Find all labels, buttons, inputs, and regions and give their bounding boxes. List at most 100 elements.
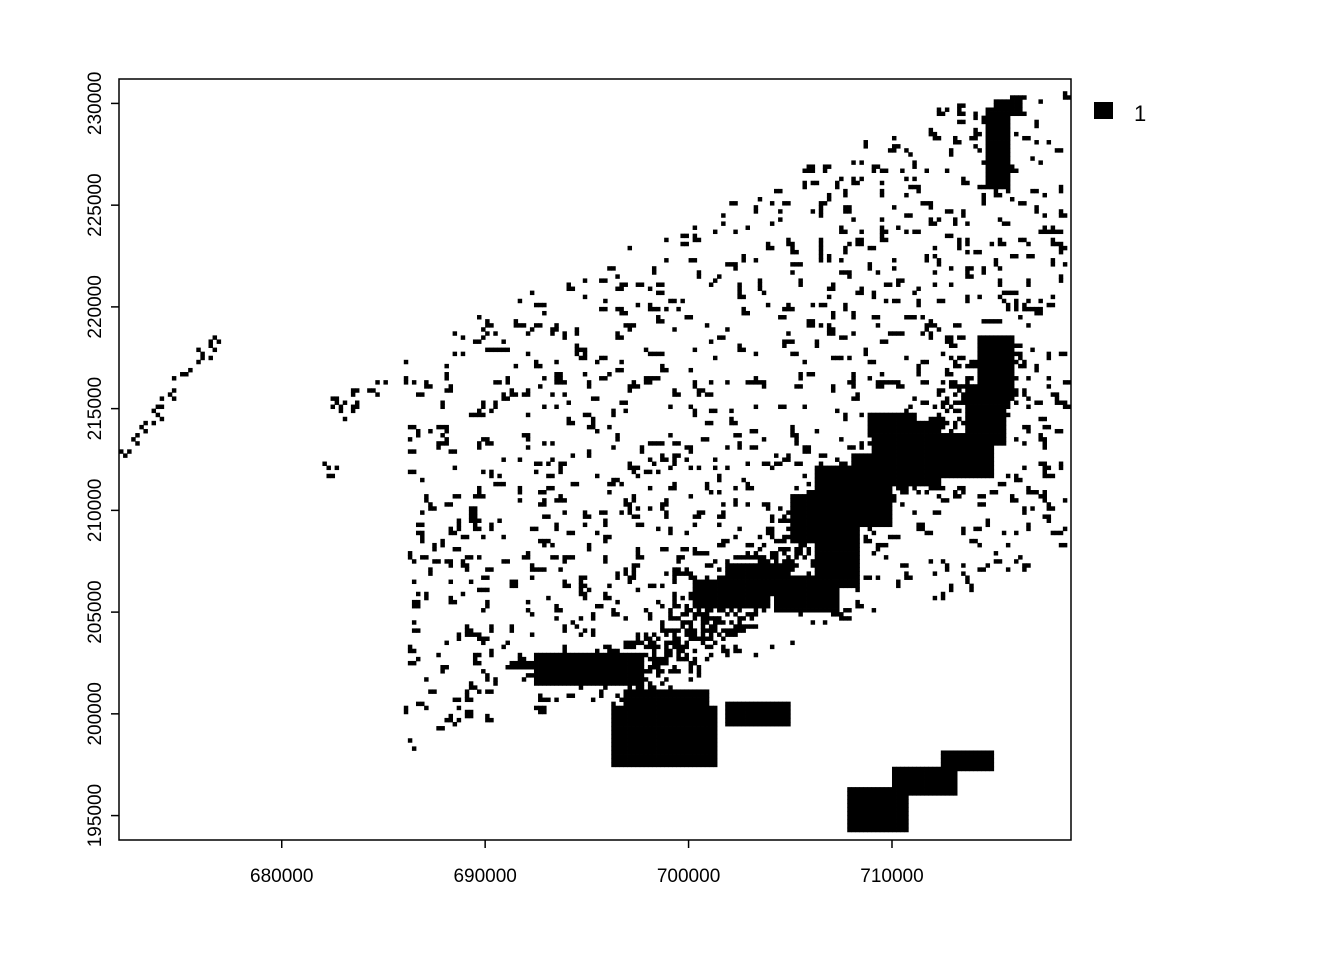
raster-cell <box>981 380 986 385</box>
raster-cell <box>814 563 820 568</box>
raster-cell <box>940 762 946 768</box>
raster-cell <box>725 612 730 617</box>
raster-cell <box>961 400 966 405</box>
raster-cell <box>774 559 779 564</box>
raster-cell <box>684 241 689 247</box>
raster-cell <box>635 681 641 686</box>
raster-cell <box>985 408 991 414</box>
raster-cell <box>851 310 856 316</box>
raster-cell <box>1014 131 1019 137</box>
raster-cell <box>424 498 429 503</box>
raster-cell <box>627 738 633 743</box>
raster-cell <box>985 758 991 764</box>
raster-cell <box>936 217 942 222</box>
raster-cell <box>839 514 844 519</box>
raster-cell <box>993 400 999 405</box>
raster-cell <box>611 750 616 755</box>
raster-cell <box>688 721 694 727</box>
raster-cell <box>700 689 706 694</box>
raster-cell <box>977 766 982 772</box>
raster-cell <box>623 734 628 739</box>
raster-cell <box>326 465 331 471</box>
raster-cell <box>656 665 661 670</box>
raster-cell <box>957 363 962 369</box>
raster-cell <box>924 253 930 259</box>
raster-cell <box>1050 237 1056 243</box>
raster-cell <box>835 599 840 605</box>
raster-cell <box>660 363 665 369</box>
raster-cell <box>615 656 620 662</box>
raster-cell <box>1009 367 1015 373</box>
raster-cell <box>847 571 852 576</box>
raster-cell <box>969 428 974 434</box>
raster-cell <box>684 693 689 698</box>
raster-cell <box>936 441 942 446</box>
raster-cell <box>774 608 779 613</box>
raster-cell <box>704 603 710 609</box>
raster-cell <box>871 457 877 462</box>
raster-cell <box>684 612 689 617</box>
raster-cell <box>444 363 449 369</box>
raster-cell <box>830 579 836 585</box>
raster-cell <box>688 494 694 499</box>
raster-cell <box>452 465 458 471</box>
raster-cell <box>676 636 681 641</box>
raster-cell <box>672 628 677 633</box>
raster-cell <box>639 689 645 694</box>
raster-cell <box>631 656 637 662</box>
raster-cell <box>810 534 816 540</box>
raster-cell <box>415 433 421 438</box>
raster-cell <box>623 681 628 686</box>
raster-cell <box>985 152 991 157</box>
raster-cell <box>664 510 669 515</box>
raster-cell <box>1022 563 1027 568</box>
raster-cell <box>688 632 694 637</box>
raster-cell <box>521 665 527 670</box>
raster-cell <box>647 286 653 292</box>
raster-cell <box>790 510 795 515</box>
raster-cell <box>790 428 795 434</box>
raster-cell <box>688 693 694 698</box>
raster-cell <box>1005 392 1011 397</box>
raster-cell <box>749 709 755 715</box>
raster-cell <box>985 518 991 523</box>
raster-cell <box>855 477 860 483</box>
raster-cell <box>847 827 852 833</box>
raster-cell <box>875 437 881 442</box>
raster-cell <box>900 563 905 568</box>
raster-cell <box>887 148 893 153</box>
raster-cell <box>786 701 791 707</box>
raster-cell <box>981 392 986 397</box>
raster-cell <box>582 510 588 515</box>
raster-cell <box>684 644 689 650</box>
raster-cell <box>912 176 917 182</box>
raster-cell <box>554 555 559 560</box>
raster-cell <box>977 754 982 760</box>
raster-cell <box>835 514 840 519</box>
raster-cell <box>623 701 628 707</box>
raster-cell <box>977 542 982 548</box>
raster-cell <box>830 494 836 499</box>
raster-cell <box>851 473 856 479</box>
raster-cell <box>538 567 543 572</box>
raster-cell <box>737 445 742 450</box>
raster-cell <box>973 127 978 133</box>
raster-cell <box>904 457 909 462</box>
raster-cell <box>769 587 775 593</box>
raster-cell <box>806 323 812 328</box>
y-tick-label: 230000 <box>85 72 106 135</box>
raster-cell <box>631 734 637 739</box>
raster-cell <box>595 656 600 662</box>
raster-cell <box>965 762 970 768</box>
raster-cell <box>843 494 848 499</box>
raster-cell <box>704 717 710 723</box>
raster-cell <box>887 506 893 511</box>
raster-cell <box>464 709 470 715</box>
raster-cell <box>928 424 934 430</box>
raster-cell <box>688 665 694 670</box>
raster-cell <box>936 774 942 780</box>
raster-cell <box>826 575 832 580</box>
raster-cell <box>847 579 852 585</box>
raster-cell <box>940 445 946 450</box>
raster-cell <box>928 465 934 471</box>
